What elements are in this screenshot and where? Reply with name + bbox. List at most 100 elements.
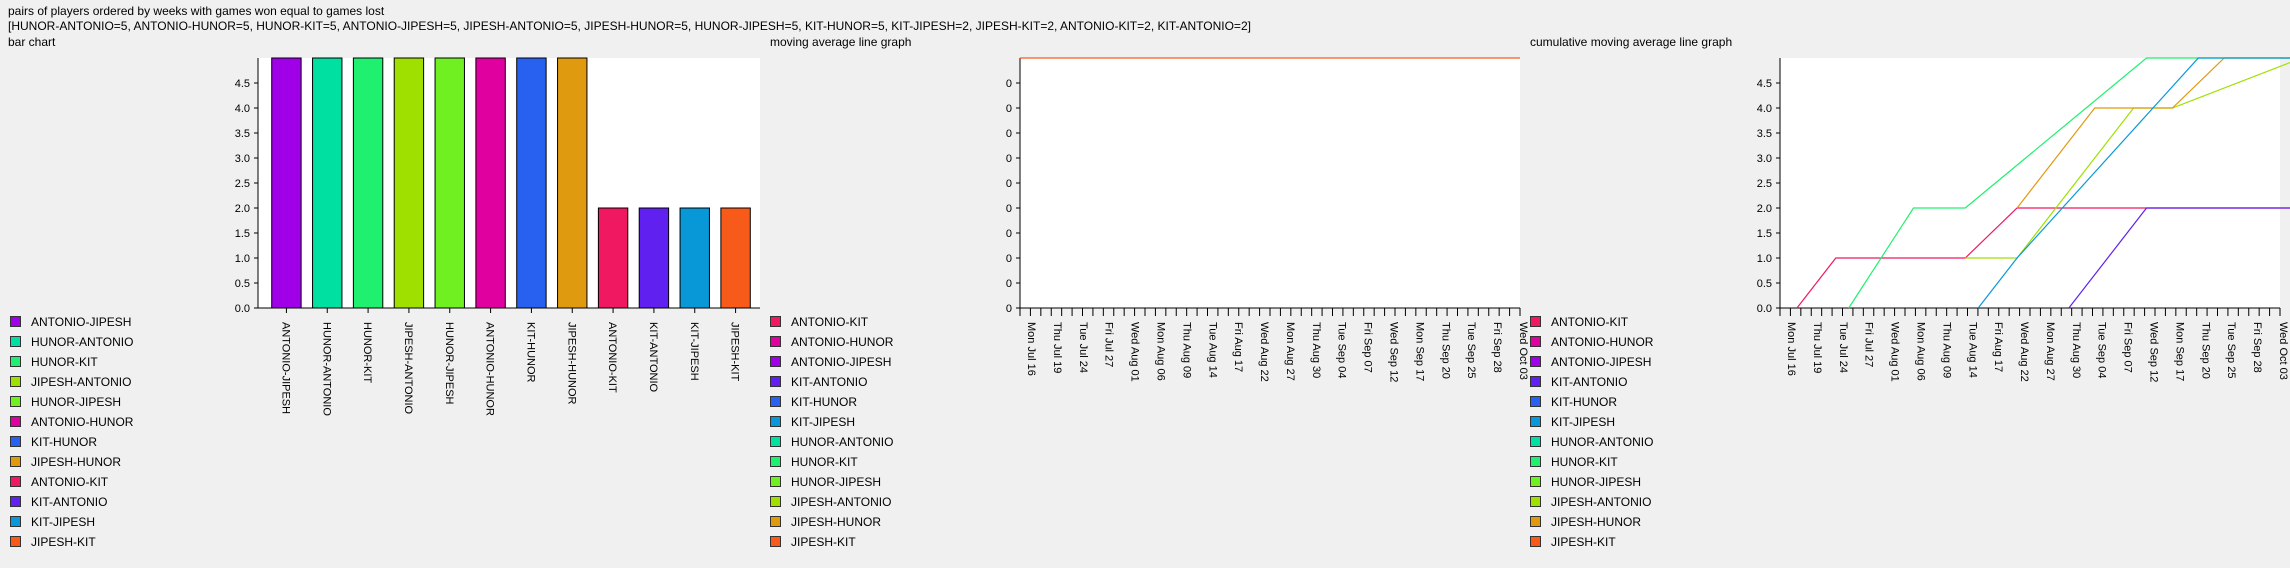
legend-swatch: [770, 316, 781, 327]
bar-category-label: ANTONIO-HUNOR: [484, 322, 496, 416]
legend-swatch: [1530, 356, 1541, 367]
legend-label: ANTONIO-KIT: [791, 315, 869, 329]
ma-y-tick-label: 0: [1006, 178, 1012, 190]
bar-y-tick-label: 3.5: [235, 128, 250, 140]
legend-item: JIPESH-HUNOR: [1530, 515, 1641, 529]
bar: [312, 57, 343, 309]
bar-category-label: ANTONIO-JIPESH: [279, 322, 291, 414]
ma-x-tick-label: Wed Aug 22: [1258, 322, 1270, 382]
cumulative-average-legend: ANTONIO-KIT ANTONIO-HUNOR ANTONIO-JIPESH KI…: [1530, 315, 1710, 555]
cma-y-tick-label: 2.0: [1757, 203, 1772, 215]
cumulative-average-title: cumulative moving average line graph: [1530, 35, 1733, 49]
legend-item: HUNOR-KIT: [1530, 455, 1618, 469]
bar-y-tick-label: 0.5: [235, 278, 250, 290]
legend-item: HUNOR-ANTONIO: [10, 335, 133, 349]
bar: [434, 57, 465, 309]
bar: [352, 57, 384, 309]
legend-item: ANTONIO-KIT: [770, 315, 868, 329]
legend-item: KIT-HUNOR: [770, 395, 857, 409]
bar-category-label: KIT-ANTONIO: [647, 322, 659, 393]
moving-average-legend: ANTONIO-KIT ANTONIO-HUNOR ANTONIO-JIPESH KI…: [770, 315, 950, 555]
legend-swatch: [10, 476, 21, 487]
bar-y-tick-label: 4.5: [235, 78, 250, 90]
legend-item: HUNOR-JIPESH: [1530, 475, 1641, 489]
legend-label: JIPESH-HUNOR: [31, 455, 122, 469]
legend-swatch: [1530, 516, 1541, 527]
cma-plot-area: [1780, 58, 2280, 308]
bar-y-tick-label: 1.0: [235, 253, 250, 265]
ma-y-tick-label: 0: [1006, 103, 1012, 115]
legend-item: ANTONIO-JIPESH: [1530, 355, 1651, 369]
legend-swatch: [10, 396, 21, 407]
ma-x-tick-label: Fri Aug 17: [1232, 322, 1244, 372]
bar-chart-legend: ANTONIO-JIPESH HUNOR-ANTONIO HUNOR-KIT JIPE…: [10, 315, 190, 555]
legend-swatch: [770, 336, 781, 347]
legend-swatch: [1530, 436, 1541, 447]
bar-category-label: KIT-JIPESH: [688, 322, 700, 381]
legend-item: KIT-HUNOR: [1530, 395, 1617, 409]
legend-label: ANTONIO-JIPESH: [31, 315, 132, 329]
legend-item: KIT-ANTONIO: [1530, 375, 1627, 389]
bar-category-label: JIPESH-KIT: [729, 322, 741, 382]
legend-label: HUNOR-JIPESH: [791, 475, 882, 489]
legend-label: HUNOR-ANTONIO: [791, 435, 894, 449]
ma-plot-area: [1020, 58, 1520, 308]
bar-category-label: HUNOR-ANTONIO: [320, 322, 332, 416]
cma-x-tick-label: Thu Sep 20: [2199, 322, 2211, 379]
legend-swatch: [770, 396, 781, 407]
legend-item: KIT-JIPESH: [770, 415, 855, 429]
legend-label: JIPESH-ANTONIO: [791, 495, 892, 509]
bar: [557, 57, 588, 309]
legend-item: JIPESH-HUNOR: [10, 455, 121, 469]
legend-swatch: [770, 436, 781, 447]
legend-swatch: [10, 376, 21, 387]
legend-label: KIT-HUNOR: [31, 435, 97, 449]
legend-item: KIT-HUNOR: [10, 435, 97, 449]
legend-swatch: [10, 516, 21, 527]
legend-swatch: [1530, 456, 1541, 467]
bar-y-tick-label: 1.5: [235, 228, 250, 240]
bar: [271, 57, 302, 309]
legend-label: ANTONIO-HUNOR: [791, 335, 894, 349]
cma-x-tick-label: Thu Jul 19: [1811, 322, 1823, 373]
ma-x-tick-label: Tue Sep 25: [1465, 322, 1477, 378]
legend-swatch: [10, 456, 21, 467]
cma-x-tick-label: Mon Aug 27: [2044, 322, 2056, 381]
ma-y-tick-label: 0: [1006, 228, 1012, 240]
ma-x-tick-label: Mon Jul 16: [1025, 322, 1037, 376]
legend-label: JIPESH-ANTONIO: [1551, 495, 1652, 509]
legend-swatch: [1530, 396, 1541, 407]
legend-label: HUNOR-JIPESH: [31, 395, 122, 409]
legend-item: ANTONIO-HUNOR: [10, 415, 133, 429]
series-line: [2068, 207, 2290, 309]
ma-x-tick-label: Tue Aug 14: [1206, 322, 1218, 378]
legend-swatch: [1530, 536, 1541, 547]
legend-label: HUNOR-KIT: [1551, 455, 1618, 469]
legend-item: ANTONIO-KIT: [10, 475, 108, 489]
legend-item: KIT-ANTONIO: [770, 375, 867, 389]
legend-item: KIT-JIPESH: [1530, 415, 1615, 429]
legend-item: HUNOR-KIT: [10, 355, 98, 369]
legend-label: HUNOR-JIPESH: [1551, 475, 1642, 489]
cma-x-tick-label: Mon Sep 17: [2173, 322, 2185, 381]
ma-y-tick-label: 0: [1006, 128, 1012, 140]
legend-label: ANTONIO-KIT: [1551, 315, 1629, 329]
cma-x-tick-label: Fri Jul 27: [1863, 322, 1875, 367]
bar-category-label: JIPESH-HUNOR: [565, 322, 577, 405]
cma-x-tick-label: Fri Sep 07: [2122, 322, 2134, 373]
bar-y-tick-label: 4.0: [235, 103, 250, 115]
legend-label: JIPESH-KIT: [791, 535, 856, 549]
ma-x-tick-label: Wed Oct 03: [1517, 322, 1529, 380]
legend-swatch: [1530, 316, 1541, 327]
legend-label: KIT-JIPESH: [31, 515, 96, 529]
cma-y-tick-label: 4.0: [1757, 103, 1772, 115]
bar: [679, 207, 710, 309]
legend-swatch: [10, 316, 21, 327]
bar: [475, 57, 506, 309]
legend-swatch: [1530, 376, 1541, 387]
ma-x-tick-label: Wed Aug 01: [1129, 322, 1141, 382]
legend-swatch: [1530, 496, 1541, 507]
cma-y-tick-label: 3.5: [1757, 128, 1772, 140]
legend-item: JIPESH-KIT: [1530, 535, 1616, 549]
